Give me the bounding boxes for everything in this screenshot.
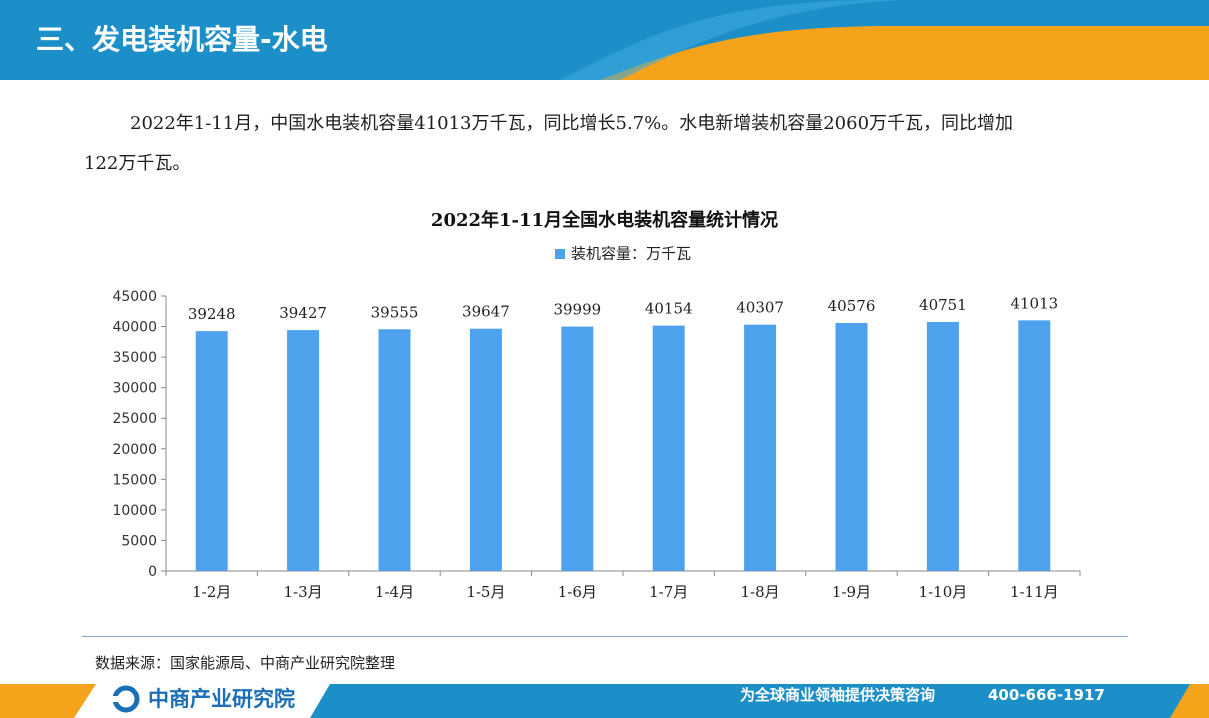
bar (835, 323, 868, 571)
bar (561, 326, 594, 571)
data-label: 39999 (553, 301, 601, 319)
bar (469, 328, 502, 571)
bottom-orange-tip (1170, 684, 1209, 718)
page-title: 三、发电装机容量-水电 (36, 23, 328, 56)
y-tick-label: 35000 (112, 350, 157, 366)
x-tick-label: 1-5月 (466, 583, 505, 601)
data-label: 39427 (279, 304, 327, 322)
intro-line-2: 122万千瓦。 (84, 153, 191, 174)
data-label: 39647 (462, 303, 510, 321)
data-source: 数据来源：国家能源局、中商产业研究院整理 (95, 654, 396, 672)
footer-divider (82, 636, 1128, 637)
y-tick-label: 25000 (112, 411, 157, 427)
x-tick-label: 1-10月 (919, 583, 968, 601)
bottom-bar-background (0, 684, 1209, 718)
brand-logo-icon (112, 685, 140, 713)
x-tick-label: 1-3月 (284, 583, 323, 601)
data-label: 39555 (371, 303, 419, 321)
data-label: 40576 (828, 297, 876, 315)
intro-paragraph: 2022年1-11月，中国水电装机容量41013万千瓦，同比增长5.7%。水电新… (84, 104, 1144, 184)
bar (1018, 320, 1051, 571)
y-tick-label: 5000 (121, 533, 157, 549)
y-tick-label: 15000 (112, 472, 157, 488)
y-tick-label: 40000 (112, 320, 157, 336)
x-tick-label: 1-11月 (1010, 583, 1059, 601)
bar (195, 331, 228, 571)
y-tick-label: 0 (148, 564, 157, 580)
x-tick-label: 1-9月 (832, 583, 871, 601)
bottom-orange-block (0, 684, 96, 718)
bar (926, 321, 959, 571)
bar (744, 324, 777, 571)
x-tick-label: 1-8月 (741, 583, 780, 601)
header-banner: 三、发电装机容量-水电 (0, 0, 1209, 80)
x-tick-label: 1-2月 (192, 583, 231, 601)
data-label: 40307 (736, 299, 784, 317)
data-label: 40154 (645, 300, 693, 318)
chart-title: 2022年1-11月全国水电装机容量统计情况 (430, 210, 779, 231)
bar (378, 329, 411, 571)
bottom-blue-band (310, 684, 1209, 718)
bar (287, 330, 320, 571)
brand-slogan: 为全球商业领袖提供决策咨询 (740, 686, 936, 704)
data-label: 41013 (1010, 294, 1058, 312)
bar-chart: 0 5000 10000 15000 20000 25000 30000 35000 40000… (112, 289, 1081, 601)
data-label: 40751 (919, 296, 967, 314)
y-tick-label: 20000 (112, 442, 157, 458)
y-tick-label: 45000 (112, 289, 157, 305)
intro-line-1: 2022年1-11月，中国水电装机容量41013万千瓦，同比增长5.7%。水电新… (130, 113, 1014, 134)
header-orange-swoosh (600, 26, 1209, 80)
x-tick-label: 1-7月 (649, 583, 688, 601)
brand-name: 中商产业研究院 (148, 687, 295, 711)
y-tick-label: 10000 (112, 503, 157, 519)
legend-label: 装机容量：万千瓦 (571, 244, 692, 263)
header-background (0, 0, 1209, 80)
x-tick-label: 1-4月 (375, 583, 414, 601)
y-tick-label: 30000 (112, 381, 157, 397)
legend-swatch (555, 248, 565, 259)
chart-legend: 装机容量：万千瓦 (555, 243, 691, 263)
x-tick-label: 1-6月 (558, 583, 597, 601)
bar (652, 325, 685, 571)
bottom-bar (0, 682, 1209, 718)
contact-phone: 400-666-1917 (988, 686, 1105, 704)
header-light-swoosh (560, 0, 900, 80)
data-label: 39248 (188, 305, 236, 323)
